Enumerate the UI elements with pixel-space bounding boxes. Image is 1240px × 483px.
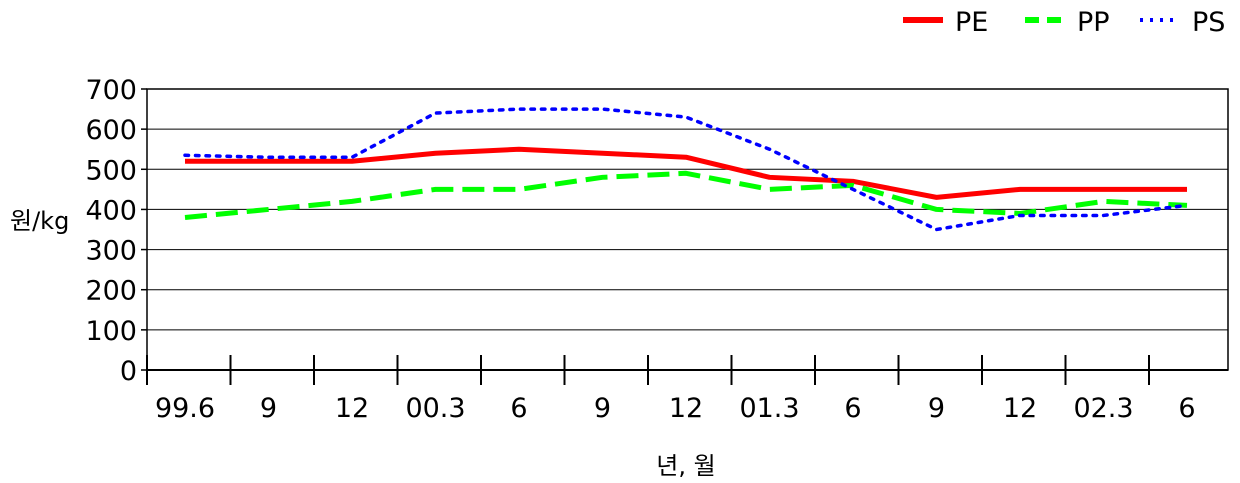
y-tick-label: 500 bbox=[85, 155, 137, 186]
y-tick-label: 400 bbox=[85, 195, 137, 226]
x-tick-label: 99.6 bbox=[155, 393, 215, 424]
y-axis-title: 원/kg bbox=[10, 207, 69, 235]
x-tick-label: 12 bbox=[1003, 393, 1037, 424]
x-tick-label: 6 bbox=[844, 393, 861, 424]
y-axis: 0 100 200 300 400 500 600 700 bbox=[85, 75, 147, 387]
y-tick-label: 300 bbox=[85, 236, 137, 267]
x-axis-title: 년, 월 bbox=[656, 452, 715, 480]
x-tick-label: 9 bbox=[928, 393, 945, 424]
x-tick-label: 9 bbox=[594, 393, 611, 424]
series-line-pp bbox=[184, 170, 1188, 220]
x-tick-label: 6 bbox=[1178, 393, 1195, 424]
y-tick-label: 100 bbox=[85, 316, 137, 347]
legend-label-ps: PS bbox=[1192, 7, 1225, 38]
series-lines bbox=[183, 107, 1189, 232]
plot-area bbox=[146, 88, 1229, 371]
x-axis: 99.6 9 12 00.3 6 9 12 01.3 6 9 12 02.3 6 bbox=[146, 355, 1228, 424]
x-tick-label: 6 bbox=[510, 393, 527, 424]
gridlines bbox=[147, 128, 1228, 331]
legend-label-pe: PE bbox=[955, 7, 988, 38]
legend: PE PP PS bbox=[903, 7, 1225, 38]
y-tick-label: 0 bbox=[120, 356, 137, 387]
x-tick-label: 12 bbox=[335, 393, 369, 424]
y-tick-label: 600 bbox=[85, 115, 137, 146]
x-tick-label: 01.3 bbox=[739, 393, 799, 424]
x-tick-label: 02.3 bbox=[1073, 393, 1133, 424]
legend-label-pp: PP bbox=[1077, 7, 1110, 38]
y-tick-label: 200 bbox=[85, 276, 137, 307]
x-tick-label: 12 bbox=[669, 393, 703, 424]
y-tick-label: 700 bbox=[85, 75, 137, 106]
x-tick-label: 9 bbox=[260, 393, 277, 424]
x-tick-label: 00.3 bbox=[405, 393, 465, 424]
